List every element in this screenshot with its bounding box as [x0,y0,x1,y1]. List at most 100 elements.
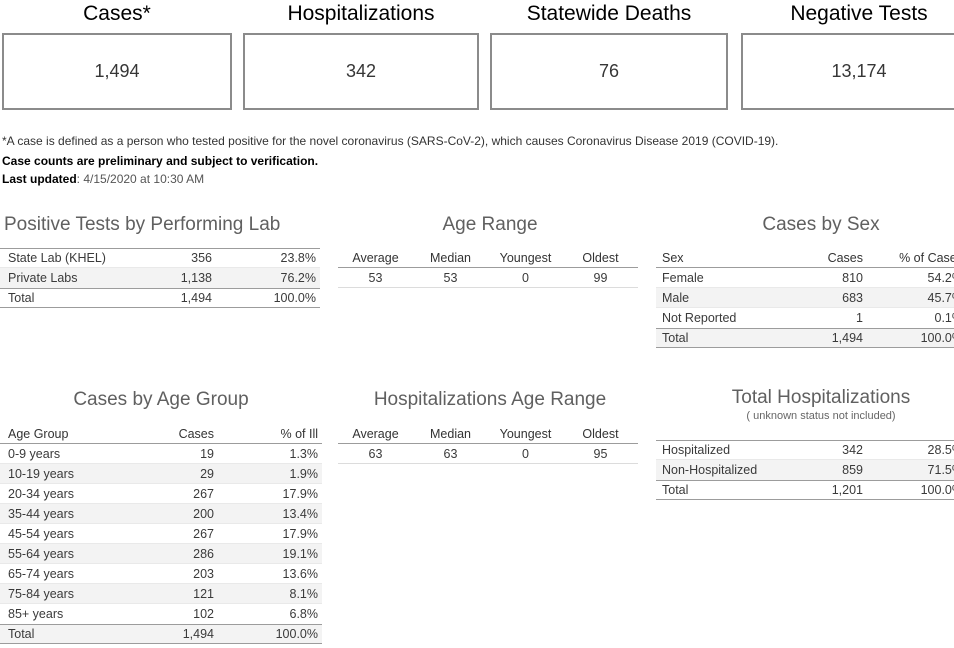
subtitle-total-hospitalizations: ( unknown status not included) [746,410,896,422]
cell-count: 1,494 [831,331,863,345]
cell-label: Total [662,483,689,497]
card-value-negative-tests: 13,174 [831,61,887,81]
cell-count: 29 [200,466,214,481]
table-row-total: Total 1,201 100.0% [656,480,954,500]
col-header: Median [430,426,471,441]
table-row: 35-44 years 200 13.4% [0,504,322,524]
title-hospitalizations-age-range: Hospitalizations Age Range [373,389,607,410]
cell-count: 1,201 [831,483,863,497]
total-hospitalizations-table: Hospitalized 342 28.5% Non-Hospitalized … [656,440,954,500]
last-updated-label: Last updated [2,172,77,186]
table-row: Hospitalized 342 28.5% [656,440,954,460]
cell-count: 1,138 [180,271,212,285]
cell-count: 1,494 [182,627,214,641]
card-title-cases: Cases* [83,2,151,25]
cell-count: 200 [193,506,214,521]
col-header-pct: % of Cases [899,250,954,265]
table-row: 85+ years 102 6.8% [0,604,322,624]
cell-pct: 100.0% [275,627,318,641]
cell-count: 286 [193,546,214,561]
title-cases-by-age-group: Cases by Age Group [73,389,249,410]
cell-label: Total [662,331,689,345]
cell-pct: 1.3% [289,446,319,461]
cell-label: Total [8,627,35,641]
cell-pct: 100.0% [920,483,954,497]
cell-count: 267 [193,526,214,541]
card-value-hospitalizations: 342 [345,61,377,81]
preliminary-note: Case counts are preliminary and subject … [2,154,319,168]
cell-pct: 76.2% [280,271,316,285]
col-header: Oldest [582,250,619,265]
cell-label: 10-19 years [8,466,75,481]
table-row: 20-34 years 267 17.9% [0,484,322,504]
cell-label: Non-Hospitalized [662,463,758,477]
col-header-cases: Cases [827,250,863,265]
card-value-cases: 1,494 [94,61,140,81]
cell-label: 45-54 years [8,526,75,541]
col-header: Youngest [499,426,552,441]
table-row: 45-54 years 267 17.9% [0,524,322,544]
positive-tests-by-lab-table: State Lab (KHEL) 356 23.8% Private Labs … [0,248,320,308]
case-definition-note: *A case is defined as a person who teste… [2,134,779,148]
col-header: Oldest [582,426,619,441]
cell-label: Female [662,270,704,285]
card-cases: 1,494 [2,33,232,110]
cell-count: 1 [856,311,863,325]
cell-pct: 13.6% [282,566,318,581]
cell-count: 121 [193,586,214,601]
cell-count: 859 [842,463,863,477]
cell-count: 810 [842,270,863,285]
cell-label: 85+ years [8,607,64,621]
card-title-deaths: Statewide Deaths [526,2,692,25]
title-cases-by-sex: Cases by Sex [762,214,880,235]
cell-pct: 6.8% [289,607,319,621]
cell-average: 63 [368,446,383,461]
cell-label: 75-84 years [8,586,75,601]
cell-pct: 8.1% [289,586,319,601]
cell-pct: 17.9% [282,526,318,541]
cell-label: Male [662,290,690,305]
cell-pct: 100.0% [273,291,316,305]
cell-average: 53 [368,270,383,285]
table-header-row: Age Group Cases % of Ill [0,424,322,444]
table-row-total: Total 1,494 100.0% [0,624,322,644]
title-age-range: Age Range [442,214,538,235]
table-row: Private Labs 1,138 76.2% [0,268,320,288]
table-row: 65-74 years 203 13.6% [0,564,322,584]
table-row: 55-64 years 286 19.1% [0,544,322,564]
cell-count: 267 [193,486,214,501]
age-range-table: Average Median Youngest Oldest 53 53 0 9… [338,248,638,288]
table-row: State Lab (KHEL) 356 23.8% [0,248,320,268]
table-row-total: Total 1,494 100.0% [656,328,954,348]
table-header-row: Average Median Youngest Oldest [338,424,638,444]
cell-count: 356 [191,251,212,265]
cell-pct: 0.1% [934,311,954,325]
cell-median: 63 [443,446,458,461]
cell-pct: 17.9% [282,486,318,501]
table-header-row: Average Median Youngest Oldest [338,248,638,268]
table-row: 10-19 years 29 1.9% [0,464,322,484]
col-header: Average [352,426,399,441]
card-value-deaths: 76 [598,61,620,81]
last-updated-value: : 4/15/2020 at 10:30 AM [76,172,205,186]
card-hospitalizations: 342 [243,33,479,110]
cell-label: 55-64 years [8,546,75,561]
cases-by-sex-table: Sex Cases % of Cases Female 810 54.2% Ma… [656,248,954,348]
table-row: Non-Hospitalized 859 71.5% [656,460,954,480]
cell-pct: 28.5% [927,443,954,457]
col-header-cases: Cases [178,426,214,441]
cell-pct: 23.8% [280,251,316,265]
col-header: Average [352,250,399,265]
cell-count: 683 [842,290,863,305]
cell-label: 65-74 years [8,566,75,581]
cell-label: 35-44 years [8,506,75,521]
cell-count: 342 [842,443,863,457]
table-row: Male 683 45.7% [656,288,954,308]
table-header-row: Sex Cases % of Cases [656,248,954,268]
table-row: 53 53 0 99 [338,268,638,288]
card-negative-tests: 13,174 [741,33,954,110]
cell-pct: 100.0% [920,331,954,345]
col-header-sex: Sex [662,250,684,265]
cell-pct: 1.9% [289,466,319,481]
